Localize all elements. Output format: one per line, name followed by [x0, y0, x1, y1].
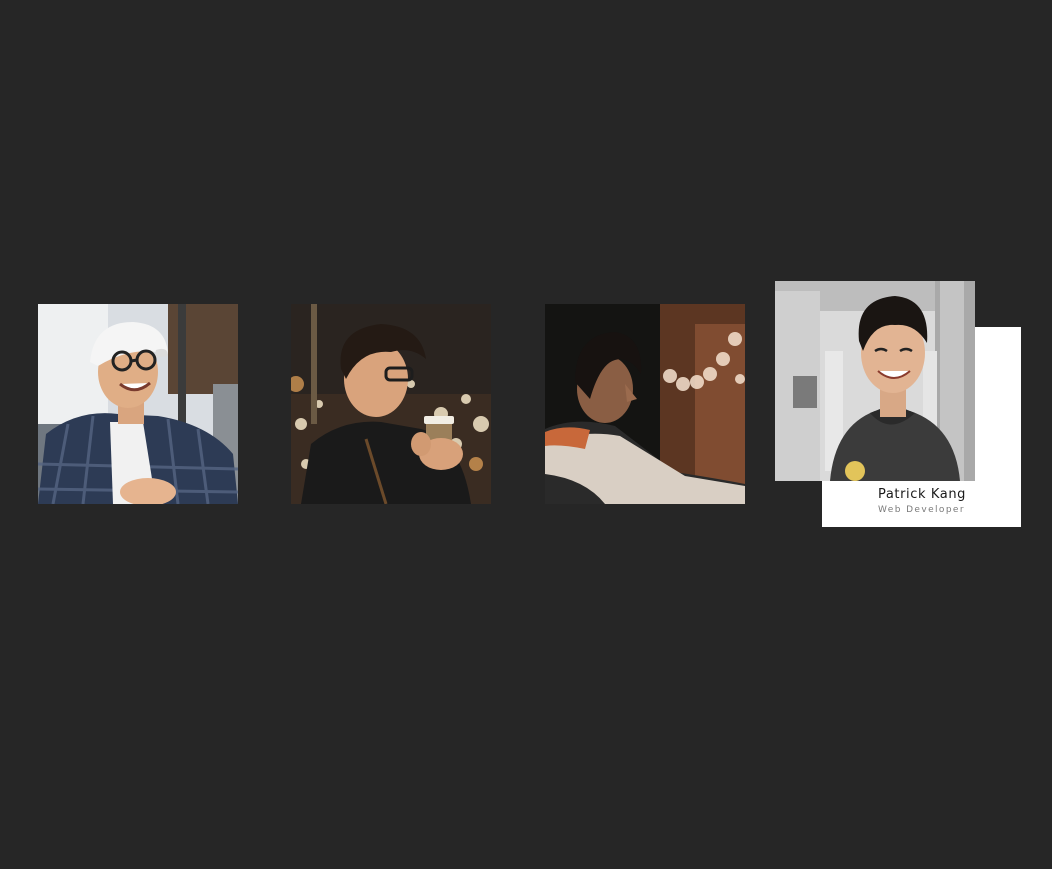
member-caption: Patrick Kang Web Developer [822, 487, 1021, 516]
team-member-card-2[interactable] [291, 304, 491, 504]
person-smile-photo-icon [775, 281, 975, 481]
person-coffee-photo-icon [291, 304, 491, 504]
team-member-card-active[interactable]: Patrick Kang Web Developer [775, 281, 1021, 527]
person-profile-photo-icon [545, 304, 745, 504]
team-member-card-1[interactable] [38, 304, 238, 504]
member-name: Patrick Kang [877, 487, 967, 502]
team-member-photo-active[interactable] [775, 281, 975, 481]
person-cap-photo-icon [38, 304, 238, 504]
team-member-card-3[interactable] [545, 304, 745, 504]
member-role: Web Developer [878, 505, 965, 515]
